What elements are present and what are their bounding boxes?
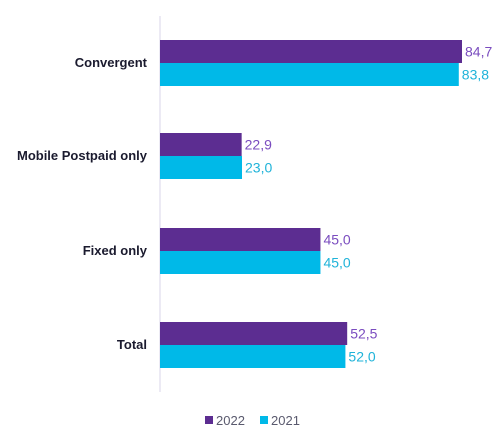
bar-2022-3 — [160, 322, 347, 345]
legend-label-2021: 2021 — [271, 413, 300, 428]
bar-2021-1 — [160, 156, 242, 179]
legend: 2022 2021 — [205, 413, 300, 428]
value-label: 83,8 — [462, 67, 489, 83]
bar-2022-0 — [160, 40, 462, 63]
bar-2021-0 — [160, 63, 459, 86]
chart-marks: Convergent 84,7 83,8 Mobile Postpaid only 22… — [17, 40, 492, 368]
category-label: Mobile Postpaid only — [17, 148, 148, 163]
value-label: 45,0 — [323, 255, 350, 271]
category-label: Fixed only — [83, 243, 148, 258]
value-label: 52,0 — [348, 349, 375, 365]
bar-2021-2 — [160, 251, 320, 274]
value-label: 84,7 — [465, 44, 492, 60]
bar-2021-3 — [160, 345, 345, 368]
legend-swatch-2021 — [260, 416, 268, 424]
value-label: 52,5 — [350, 326, 377, 342]
category-label: Total — [117, 337, 147, 352]
legend-swatch-2022 — [205, 416, 213, 424]
value-label: 23,0 — [245, 160, 272, 176]
value-label: 22,9 — [245, 137, 272, 153]
bar-2022-1 — [160, 133, 242, 156]
value-label: 45,0 — [323, 232, 350, 248]
category-label: Convergent — [75, 55, 148, 70]
legend-label-2022: 2022 — [216, 413, 245, 428]
bar-2022-2 — [160, 228, 320, 251]
